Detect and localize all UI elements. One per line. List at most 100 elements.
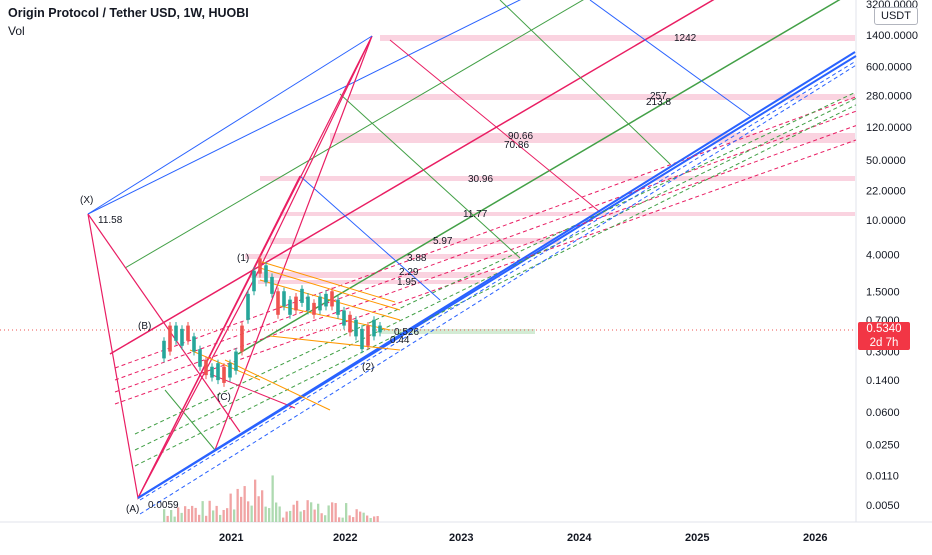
candle-body-21: [288, 299, 292, 315]
chart-annotation-20: 1.95: [397, 277, 417, 288]
candle-body-6: [198, 349, 202, 367]
price-zones: [245, 35, 855, 334]
candle-body-17: [264, 265, 268, 283]
price-tick-0: 3200.0000: [866, 0, 918, 11]
pitchfork-green-dashed-2: [134, 104, 857, 467]
volume-bar-43: [313, 509, 316, 522]
candle-body-36: [378, 325, 382, 333]
wave-c-top: [214, 35, 373, 451]
volume-bar-23: [243, 486, 246, 522]
volume-bar-55: [355, 509, 358, 522]
time-tick-1: 2022: [333, 532, 357, 544]
volume-bar-29: [264, 506, 267, 522]
wave-x-c: [87, 213, 241, 433]
price-tick-16: 0.0050: [866, 500, 900, 512]
chart-annotation-18: 3.88: [407, 253, 427, 264]
candle-body-33: [360, 328, 364, 350]
chart-annotation-16: 11.77: [463, 209, 488, 220]
volume-bar-30: [268, 508, 271, 522]
pitchfork-red-dashed-2: [114, 125, 857, 393]
volume-bar-4: [177, 507, 180, 522]
volume-bar-13: [208, 500, 211, 522]
chart-annotation-15: 30.96: [468, 174, 493, 185]
volume-bar-37: [292, 504, 295, 522]
candle-body-24: [306, 296, 310, 311]
candle-body-5: [192, 336, 196, 352]
price-tick-8: 4.0000: [866, 250, 900, 262]
volume-bar-60: [373, 516, 376, 522]
volume-bar-46: [324, 515, 327, 522]
volume-bar-0: [163, 509, 166, 522]
chart-annotation-9: 0.44: [390, 335, 410, 346]
volume-bar-7: [187, 509, 190, 522]
volume-bar-12: [205, 515, 208, 522]
wave-x-a-top: [87, 35, 373, 500]
volume-bar-44: [317, 503, 320, 522]
price-tick-5: 50.0000: [866, 155, 906, 167]
volume-bar-35: [285, 511, 288, 522]
volume-bar-48: [331, 502, 334, 522]
volume-bar-61: [376, 516, 379, 522]
volume-bar-20: [233, 509, 236, 522]
price-tick-12: 0.1400: [866, 375, 900, 387]
orange-channel-2: [261, 261, 396, 303]
price-tick-3: 280.0000: [866, 90, 912, 102]
price-tick-13: 0.0600: [866, 407, 900, 419]
price-zone-8: [258, 280, 480, 284]
orange-channel-1: [259, 279, 401, 321]
price-zone-3: [260, 176, 855, 181]
chart-annotation-2: (B): [138, 321, 151, 332]
candle-body-27: [324, 293, 328, 307]
volume-bar-21: [236, 488, 239, 522]
chart-annotation-12: 213.8: [646, 97, 671, 108]
pitchfork-lines: [87, 0, 857, 515]
candle-body-16: [258, 258, 262, 274]
pitchfork-red-dashed-1: [114, 110, 857, 381]
currency-badge[interactable]: USDT: [874, 7, 918, 25]
time-line-red-1: [389, 39, 601, 213]
time-line-green-1: [339, 93, 521, 259]
price-zone-4: [280, 212, 855, 216]
volume-bar-14: [212, 510, 215, 522]
volume-bar-32: [275, 502, 278, 522]
volume-bar-41: [306, 500, 309, 522]
price-tick-2: 600.0000: [866, 62, 912, 74]
pitchfork-green-dashed-1: [134, 97, 857, 451]
volume-bar-59: [369, 517, 372, 522]
volume-bar-26: [254, 479, 257, 522]
chart-annotation-7: 0.0059: [148, 500, 179, 511]
grid: [0, 0, 932, 523]
pitchfork-red-upper: [109, 0, 715, 355]
volume-bar-31: [271, 475, 274, 522]
chart-annotation-3: (C): [217, 392, 231, 403]
price-tick-7: 10.0000: [866, 215, 906, 227]
time-tick-0: 2021: [219, 532, 243, 544]
candles: [162, 254, 382, 387]
candle-body-2: [174, 325, 178, 341]
chart-annotation-6: 11.58: [98, 215, 123, 226]
volume-bar-36: [289, 510, 292, 522]
orange-channel-3: [279, 305, 391, 331]
volume-bar-15: [215, 505, 218, 522]
time-tick-3: 2024: [567, 532, 592, 544]
volume-label: Vol: [8, 24, 25, 38]
price-tick-15: 0.0110: [866, 470, 899, 482]
candle-body-22: [294, 296, 298, 311]
time-tick-5: 2026: [803, 532, 827, 544]
volume-bars: [163, 475, 379, 522]
target-zone: [380, 329, 535, 334]
volume-bar-5: [180, 512, 183, 522]
chart-annotation-10: 1242: [674, 33, 697, 44]
volume-bar-18: [226, 508, 229, 522]
chart-annotation-1: (A): [126, 504, 139, 515]
candle-body-25: [312, 302, 316, 315]
price-tick-14: 0.0250: [866, 440, 900, 452]
price-axis: 3200.0000 1400.0000 600.0000 280.0000 120.00…: [866, 0, 918, 512]
time-tick-4: 2025: [685, 532, 709, 544]
time-line-green-2: [499, 0, 671, 165]
candle-body-28: [330, 291, 334, 307]
candle-body-13: [240, 325, 244, 352]
volume-bar-50: [338, 517, 341, 522]
